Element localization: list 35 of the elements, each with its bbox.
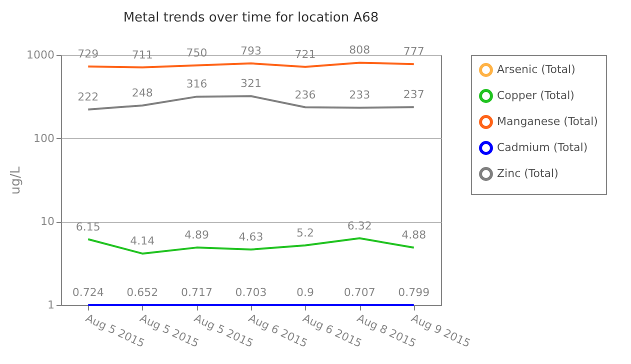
text: 0.707 — [344, 286, 376, 299]
legend-label: Cadmium (Total) — [497, 141, 588, 154]
y-tick-label: 1 — [48, 298, 54, 312]
data-label: 4.63 — [238, 230, 264, 244]
data-label: 321 — [240, 77, 262, 90]
data-label: 5.2 — [296, 226, 314, 240]
legend-label: Copper (Total) — [497, 89, 574, 102]
data-label: 222 — [78, 90, 99, 104]
chart-title: Metal trends over time for location A68 — [123, 10, 379, 26]
data-label: 236 — [294, 88, 316, 102]
data-label: 808 — [349, 44, 370, 57]
data-label: 233 — [349, 88, 370, 102]
legend-label: Arsenic (Total) — [497, 63, 576, 76]
y-tick-label: 1000 — [26, 48, 54, 62]
data-label: 6.15 — [76, 220, 100, 234]
data-label: 316 — [186, 78, 208, 91]
y-tick-label: 100 — [34, 132, 54, 145]
data-label: 237 — [403, 88, 424, 102]
text: 0.724 — [72, 286, 104, 299]
data-label: 793 — [240, 44, 262, 58]
text: 0.703 — [235, 286, 267, 299]
data-label: 4.88 — [402, 228, 426, 242]
text: 0.717 — [180, 286, 212, 299]
y-tick-label: 10 — [40, 215, 54, 228]
text: 0.9 — [296, 286, 314, 299]
data-label: 777 — [403, 45, 424, 58]
data-label: 4.14 — [130, 234, 155, 248]
text: 0.799 — [398, 286, 430, 299]
data-label: 248 — [132, 86, 153, 100]
legend-label: Zinc (Total) — [497, 167, 558, 180]
legend-label: Manganese (Total) — [497, 115, 598, 128]
y-axis-title: ug/L — [8, 166, 24, 195]
data-label: 4.89 — [184, 228, 209, 242]
text: 0.652 — [126, 286, 158, 299]
data-label: 6.32 — [347, 219, 372, 232]
